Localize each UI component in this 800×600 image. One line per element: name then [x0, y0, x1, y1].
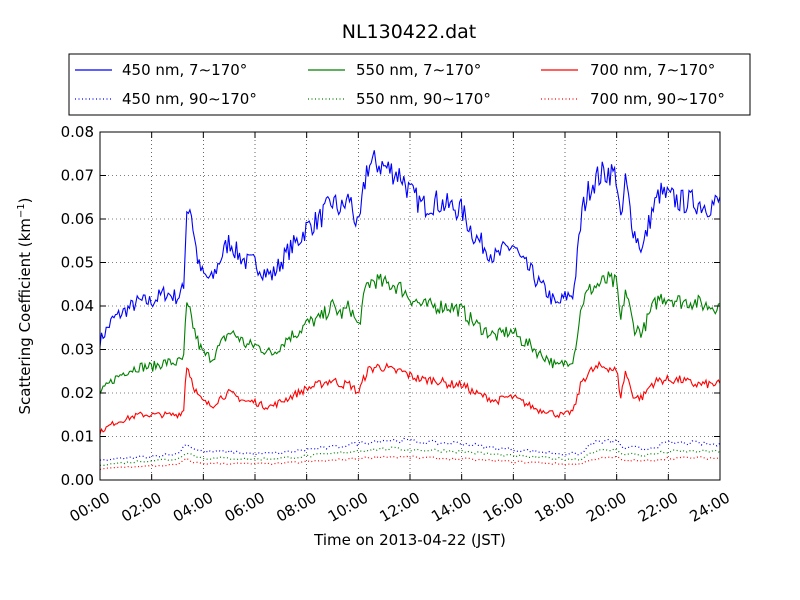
y-axis-label-superscript: −1 [16, 203, 27, 218]
legend-label: 550 nm, 90∼170° [356, 90, 491, 108]
legend-label: 450 nm, 7∼170° [122, 61, 247, 79]
series-line-6 [99, 455, 720, 470]
y-tick-label: 0.01 [61, 428, 94, 446]
plot-area [99, 131, 721, 481]
series-layer [99, 150, 721, 470]
series-line-5 [99, 446, 721, 467]
y-tick-label: 0.05 [61, 254, 94, 272]
y-tick-label: 0.07 [61, 167, 94, 185]
legend-label: 450 nm, 90∼170° [122, 90, 257, 108]
y-axis-label-main: Scattering Coefficient (km [16, 218, 34, 414]
y-tick-label: 0.03 [61, 341, 94, 359]
series-line-2 [99, 271, 721, 395]
y-tick-labels: 0.00 0.01 0.02 0.03 0.04 0.05 0.06 0.07 0.08 [61, 123, 94, 489]
legend-label: 550 nm, 7∼170° [356, 61, 481, 79]
legend-box [68, 53, 751, 116]
y-tick-label: 0.04 [61, 297, 94, 315]
y-axis-label: Scattering Coefficient (km−1) [16, 197, 34, 414]
chart-title: NL130422.dat [342, 21, 477, 43]
y-tick-label: 0.00 [61, 471, 94, 489]
legend-label: 700 nm, 7∼170° [590, 61, 715, 79]
y-tick-label: 0.08 [61, 123, 94, 141]
x-axis-label: Time on 2013-04-22 (JST) [313, 531, 506, 549]
y-axis-label-end: ) [16, 197, 34, 203]
y-tick-label: 0.06 [61, 210, 94, 228]
legend: 450 nm, 7∼170° 550 nm, 7∼170° 700 nm, 7∼17… [68, 53, 751, 116]
grid [100, 132, 720, 480]
y-tick-label: 0.02 [61, 384, 94, 402]
legend-label: 700 nm, 90∼170° [590, 90, 725, 108]
series-line-1 [99, 150, 721, 348]
series-line-3 [99, 360, 721, 435]
ticks [99, 131, 721, 481]
